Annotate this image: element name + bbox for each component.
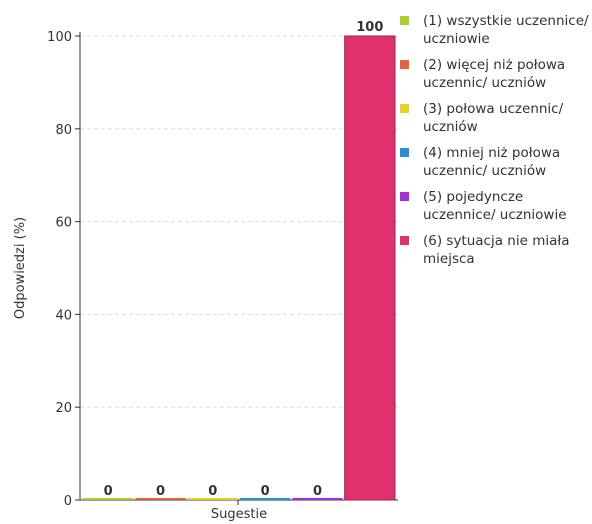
bar bbox=[344, 35, 396, 501]
y-tick-label: 40 bbox=[55, 308, 72, 323]
legend-item[interactable]: (1) wszystkie uczennice/ uczniowie bbox=[398, 12, 590, 48]
y-tick-label: 0 bbox=[64, 494, 72, 509]
legend-swatch bbox=[400, 236, 409, 245]
value-label: 0 bbox=[156, 484, 165, 499]
legend-label: (6) sytuacja nie miała miejsca bbox=[423, 233, 570, 267]
legend-swatch bbox=[400, 104, 409, 113]
y-tick-label: 80 bbox=[55, 123, 72, 138]
y-tick-label: 100 bbox=[47, 30, 72, 45]
value-label: 100 bbox=[356, 20, 383, 35]
legend-item[interactable]: (5) pojedyncze uczennice/ uczniowie bbox=[398, 188, 590, 224]
legend-swatch bbox=[400, 148, 409, 157]
bar bbox=[240, 498, 291, 500]
x-tick-label: Sugestie bbox=[211, 507, 267, 522]
legend-label: (1) wszystkie uczennice/ uczniowie bbox=[423, 13, 589, 47]
legend-item[interactable]: (4) mniej niż połowa uczennic/ uczniów bbox=[398, 144, 590, 180]
legend-item[interactable]: (3) połowa uczennic/ uczniów bbox=[398, 100, 590, 136]
bar bbox=[187, 498, 238, 500]
y-axis-label: Odpowiedzi (%) bbox=[13, 217, 28, 319]
y-tick-label: 60 bbox=[55, 216, 72, 231]
y-tick-label: 20 bbox=[55, 401, 72, 416]
legend-item[interactable]: (6) sytuacja nie miała miejsca bbox=[398, 232, 590, 268]
bar bbox=[83, 498, 134, 500]
value-label: 0 bbox=[261, 484, 270, 499]
value-label: 0 bbox=[208, 484, 217, 499]
legend-swatch bbox=[400, 16, 409, 25]
legend-label: (5) pojedyncze uczennice/ uczniowie bbox=[423, 189, 567, 223]
legend-label: (2) więcej niż połowa uczennic/ uczniów bbox=[423, 57, 566, 91]
value-label: 0 bbox=[104, 484, 113, 499]
legend-swatch bbox=[400, 192, 409, 201]
legend: (1) wszystkie uczennice/ uczniowie (2) wi… bbox=[398, 12, 590, 276]
legend-item[interactable]: (2) więcej niż połowa uczennic/ uczniów bbox=[398, 56, 590, 92]
bar bbox=[135, 498, 186, 500]
bar bbox=[292, 498, 343, 500]
legend-label: (3) połowa uczennic/ uczniów bbox=[423, 101, 564, 135]
legend-label: (4) mniej niż połowa uczennic/ uczniów bbox=[423, 145, 561, 179]
value-label: 0 bbox=[313, 484, 322, 499]
legend-swatch bbox=[400, 60, 409, 69]
